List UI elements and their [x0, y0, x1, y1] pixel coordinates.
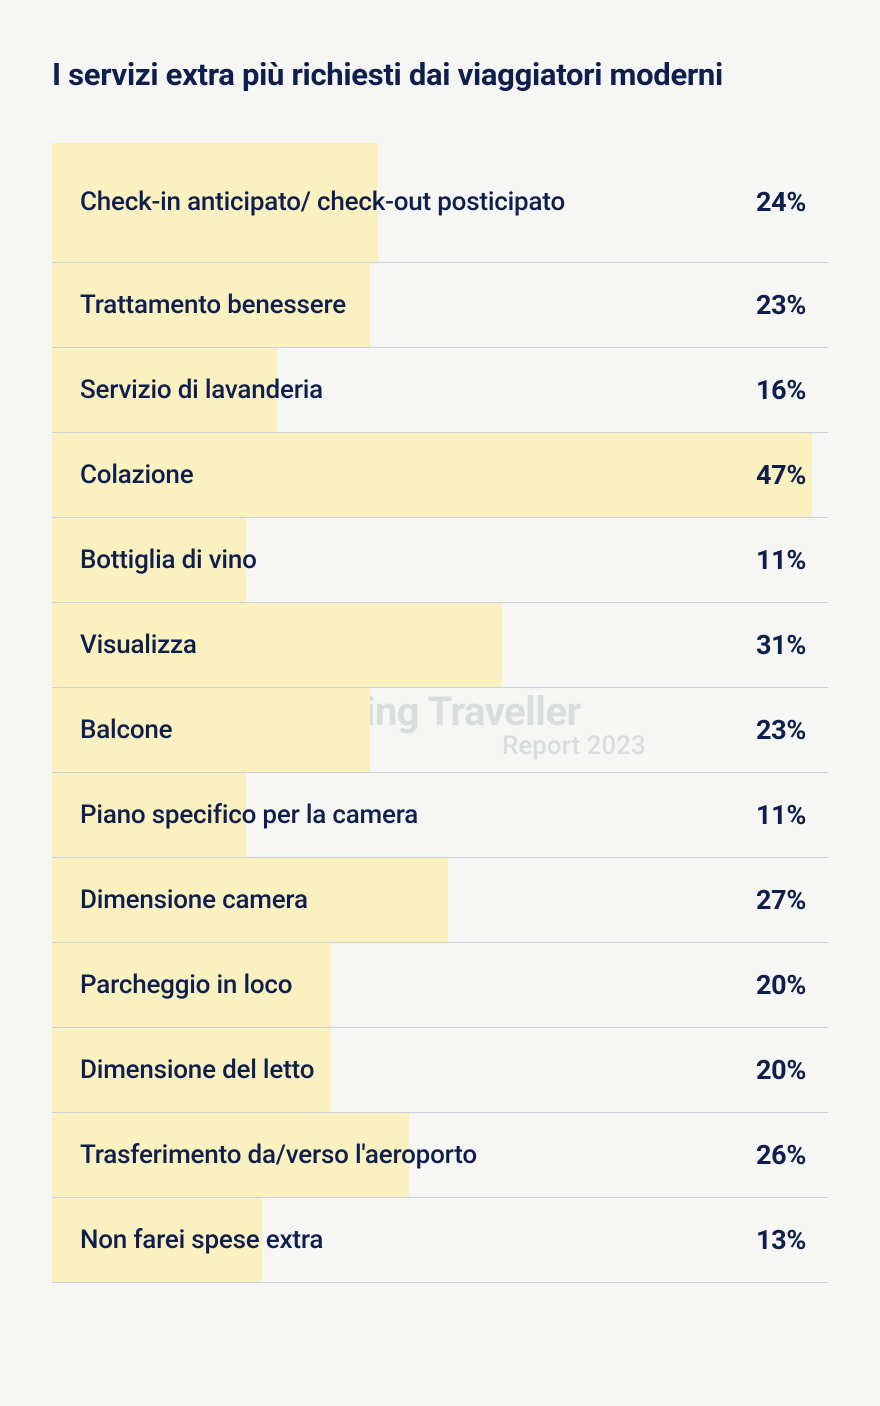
bar-label: Dimensione camera — [52, 884, 438, 917]
bar-label: Colazione — [52, 459, 323, 492]
bar-row: Check-in anticipato/ check-out posticipa… — [52, 143, 828, 263]
bar-label: Non farei spese extra — [52, 1224, 453, 1257]
bar-value: 23% — [756, 714, 806, 746]
chart-title: I servizi extra più richiesti dai viaggi… — [52, 56, 828, 95]
bar-row: Piano specifico per la camera 11% — [52, 773, 828, 858]
bar-row: Non farei spese extra 13% — [52, 1198, 828, 1283]
bar-value: 24% — [756, 186, 806, 218]
bar-row: Servizio di lavanderia 16% — [52, 348, 828, 433]
bar-label: Balcone — [52, 714, 302, 747]
bar-label: Visualizza — [52, 629, 327, 662]
bar-row: Trasferimento da/verso l'aeroporto 26% — [52, 1113, 828, 1198]
bar-row: Dimensione del letto 20% — [52, 1028, 828, 1113]
bar-value: 20% — [756, 969, 806, 1001]
bar-value: 16% — [756, 374, 806, 406]
bar-value: 47% — [756, 459, 806, 491]
bar-row: Colazione 47% — [52, 433, 828, 518]
bar-row: Parcheggio in loco 20% — [52, 943, 828, 1028]
bar-value: 11% — [756, 544, 806, 576]
bar-value: 31% — [756, 629, 806, 661]
bar-label: Trasferimento da/verso l'aeroporto — [52, 1139, 607, 1172]
bar-row: Visualizza 31% — [52, 603, 828, 688]
bar-label: Dimensione del letto — [52, 1054, 444, 1087]
bar-chart: SiteMinder's Changing Traveller Report 2… — [52, 143, 828, 1283]
bar-value: 26% — [756, 1139, 806, 1171]
bar-row: Trattamento benessere 23% — [52, 263, 828, 348]
bar-label: Check-in anticipato/ check-out posticipa… — [52, 186, 695, 219]
bar-value: 23% — [756, 289, 806, 321]
bar-row: Balcone 23% — [52, 688, 828, 773]
bar-label: Bottiglia di vino — [52, 544, 387, 577]
bar-label: Parcheggio in loco — [52, 969, 422, 1002]
bar-label: Servizio di lavanderia — [52, 374, 453, 407]
bar-value: 13% — [756, 1224, 806, 1256]
bar-value: 11% — [756, 799, 806, 831]
bar-row: Dimensione camera 27% — [52, 858, 828, 943]
bar-row: Bottiglia di vino 11% — [52, 518, 828, 603]
bar-value: 20% — [756, 1054, 806, 1086]
bar-label: Trattamento benessere — [52, 289, 476, 322]
bar-label: Piano specifico per la camera — [52, 799, 548, 832]
bar-value: 27% — [756, 884, 806, 916]
